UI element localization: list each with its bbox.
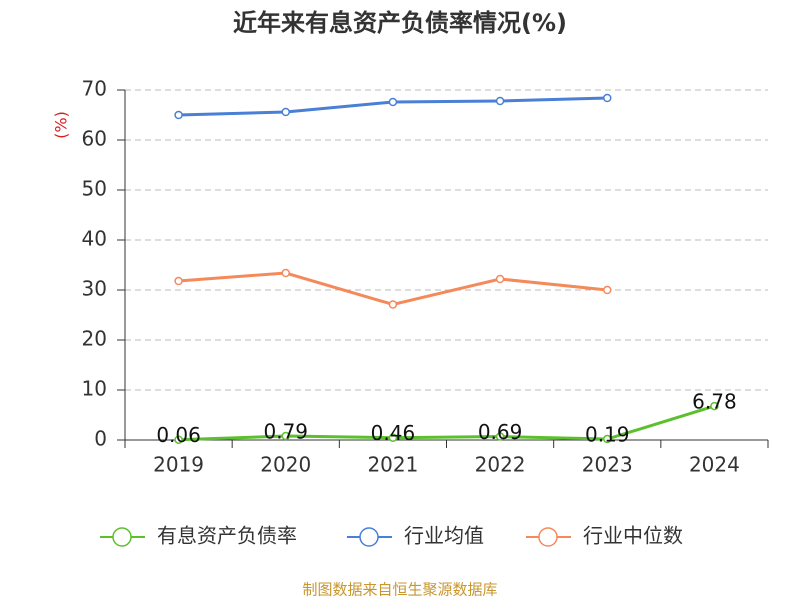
legend-marker [359,527,379,547]
data-label: 0.69 [478,420,523,444]
y-tick-label: 20 [82,327,107,351]
data-point [174,435,183,444]
data-point [495,432,505,441]
data-point [603,434,612,444]
data-point [710,401,719,411]
data-label: 0.46 [371,421,416,445]
data-point [281,431,290,441]
x-tick-label: 2022 [475,453,526,477]
data-point [495,274,505,284]
data-point [174,276,183,286]
y-tick-label: 50 [82,177,107,201]
data-point [174,110,183,120]
data-point [281,268,290,278]
legend-marker [538,527,558,547]
y-tick-label: 70 [82,77,107,101]
x-tick-label: 2024 [689,453,740,477]
y-tick-label: 30 [82,277,107,301]
data-label: 6.78 [692,390,737,414]
data-label: 0.19 [585,423,630,447]
x-tick-label: 2020 [260,453,311,477]
y-tick-label: 10 [82,377,107,401]
series-line [178,271,608,307]
data-label: 0.06 [156,423,201,447]
data-point [388,97,398,107]
x-tick-label: 2023 [582,453,633,477]
y-axis-label: (%) [52,111,71,139]
x-tick-label: 2021 [367,453,418,477]
data-point [388,300,398,309]
data-point [603,93,612,103]
chart-title: 近年来有息资产负债率情况(%) [233,9,567,37]
legend-label: 有息资产负债率 [157,524,297,548]
data-point [603,285,612,295]
data-point [388,433,398,442]
legend-marker [112,527,132,547]
x-tick-label: 2019 [153,453,204,477]
y-tick-label: 60 [82,127,107,151]
y-tick-label: 40 [82,227,107,251]
legend-label: 行业均值 [404,524,484,548]
data-label: 0.79 [263,420,308,444]
legend-label: 行业中位数 [583,524,683,548]
data-point [495,96,505,106]
footer: 制图数据来自恒生聚源数据库 [302,581,497,599]
data-point [281,107,290,117]
series-line [178,404,715,442]
y-tick-label: 0 [94,427,107,451]
